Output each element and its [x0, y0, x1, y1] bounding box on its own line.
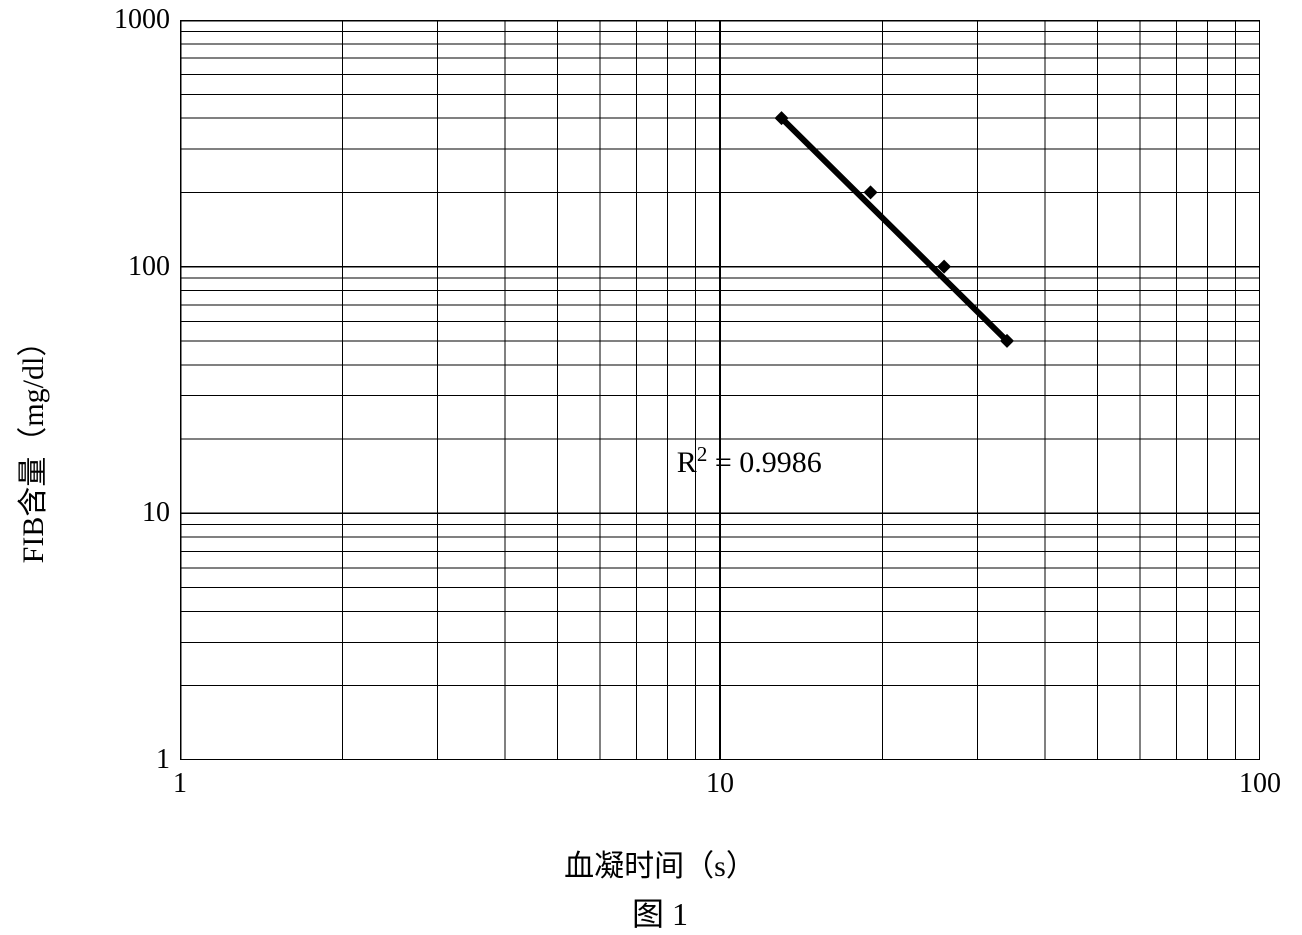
r-squared-annotation: R2 = 0.9986: [677, 442, 822, 480]
y-axis-label: FIB含量（mg/dl）: [8, 327, 52, 564]
y-tick-label: 1: [90, 744, 170, 776]
x-tick-label: 1: [173, 768, 187, 800]
plot-area: 1101001101001000R2 = 0.9986: [180, 20, 1260, 760]
trendline: [782, 118, 1007, 341]
plot-svg: [180, 20, 1260, 760]
y-tick-label: 100: [90, 251, 170, 283]
chart-container: FIB含量（mg/dl） 1101001101001000R2 = 0.9986…: [60, 10, 1260, 880]
x-axis-label: 血凝时间（s）: [564, 841, 756, 885]
x-tick-label: 10: [706, 768, 734, 800]
figure-caption: 图 1: [632, 889, 688, 935]
y-tick-label: 10: [90, 497, 170, 529]
y-tick-label: 1000: [90, 4, 170, 36]
x-tick-label: 100: [1239, 768, 1281, 800]
